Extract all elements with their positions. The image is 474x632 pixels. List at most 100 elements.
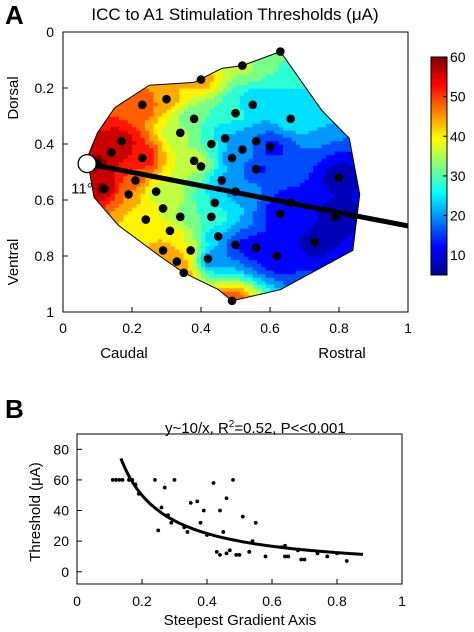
heatmap-cell <box>300 130 306 135</box>
heatmap-cell <box>179 67 185 72</box>
heatmap-cell <box>127 130 133 135</box>
heatmap-cell <box>321 95 327 100</box>
heatmap-cell <box>274 78 280 83</box>
heatmap-cell <box>347 78 353 83</box>
heatmap-cell <box>98 47 103 51</box>
heatmap-cell <box>278 274 284 279</box>
heatmap-cell <box>93 51 99 55</box>
heatmap-cell <box>252 267 258 272</box>
heatmap-cell <box>235 106 241 111</box>
heatmap-cell <box>149 60 155 65</box>
heatmap-cell <box>162 295 168 300</box>
heatmap-cell <box>179 302 184 306</box>
heatmap-cell <box>270 123 275 128</box>
heatmap-cell <box>196 267 202 272</box>
heatmap-cell <box>192 306 197 310</box>
heatmap-cell <box>153 71 159 76</box>
heatmap-cell <box>261 207 267 212</box>
heatmap-cell <box>326 151 331 156</box>
heatmap-cell <box>192 51 198 55</box>
heatmap-cell <box>313 127 319 132</box>
heatmap-cell <box>244 130 250 135</box>
heatmap-cell <box>308 186 314 191</box>
heatmap-cell <box>330 306 335 310</box>
heatmap-cell <box>356 57 360 62</box>
heatmap-cell <box>287 193 293 198</box>
heatmap-cell <box>321 57 327 62</box>
heatmap-cell <box>188 190 193 195</box>
heatmap-cell <box>304 67 310 72</box>
heatmap-cell <box>304 148 310 153</box>
heatmap-cell <box>317 172 323 177</box>
heatmap-cell <box>183 242 189 247</box>
heatmap-cell <box>119 172 124 177</box>
heatmap-cell <box>313 235 319 240</box>
heatmap-cell <box>205 155 211 160</box>
heatmap-cell <box>257 232 262 237</box>
heatmap-cell <box>119 221 124 226</box>
heatmap-cell <box>140 291 146 296</box>
heatmap-cell <box>339 274 344 279</box>
heatmap-cell <box>287 242 293 247</box>
heatmap-cell <box>201 270 206 275</box>
heatmap-cell <box>110 95 116 100</box>
heatmap-cell <box>106 116 112 121</box>
heatmap-cell <box>356 141 360 146</box>
heatmap-cell <box>326 57 331 62</box>
heatmap-cell <box>347 281 353 286</box>
heatmap-cell <box>136 190 142 195</box>
heatmap-cell <box>128 302 133 306</box>
heatmap-cell <box>114 214 120 219</box>
heatmap-cell <box>136 277 142 282</box>
heatmap-cell <box>87 53 90 58</box>
heatmap-cell <box>196 141 202 146</box>
heatmap-cell <box>93 260 99 265</box>
heatmap-cell <box>261 190 267 195</box>
heatmap-cell <box>153 249 159 254</box>
heatmap-cell <box>127 242 133 247</box>
heatmap-cell <box>127 249 133 254</box>
heatmap-cell <box>326 99 331 104</box>
heatmap-cell <box>326 270 331 275</box>
heatmap-cell <box>222 88 228 93</box>
heatmap-cell <box>123 256 129 261</box>
heatmap-cell <box>123 74 129 79</box>
heatmap-cell <box>119 253 124 258</box>
heatmap-cell <box>218 106 224 111</box>
heatmap-cell <box>265 88 271 93</box>
heatmap-cell <box>132 141 137 146</box>
heatmap-cell <box>183 60 189 65</box>
heatmap-cell <box>252 214 258 219</box>
heatmap-cell <box>239 200 245 205</box>
heatmap-cell <box>239 197 245 202</box>
heatmap-cell <box>261 120 267 125</box>
heatmap-cell <box>101 78 107 83</box>
heatmap-cell <box>248 81 254 86</box>
heatmap-cell <box>149 127 155 132</box>
heatmap-cell <box>153 235 159 240</box>
heatmap-cell <box>157 172 163 177</box>
heatmap-cell <box>201 67 206 72</box>
heatmap-cell <box>183 288 189 293</box>
heatmap-cell <box>209 270 215 275</box>
heatmap-cell <box>209 169 215 174</box>
heatmap-cell <box>235 291 241 296</box>
heatmap-cell <box>270 64 275 69</box>
heatmap-cell <box>239 53 245 58</box>
heatmap-cell <box>343 284 349 289</box>
heatmap-cell <box>231 134 237 139</box>
heatmap-cell <box>248 260 254 265</box>
heatmap-cell <box>300 158 306 163</box>
heatmap-cell <box>313 284 319 289</box>
heatmap-cell <box>222 225 228 230</box>
heatmap-cell <box>291 263 297 268</box>
heatmap-cell <box>132 302 137 306</box>
heatmap-cell <box>278 277 284 282</box>
heatmap-cell <box>141 43 146 47</box>
heatmap-cell <box>93 193 99 198</box>
heatmap-cell <box>339 109 344 114</box>
heatmap-cell <box>149 281 155 286</box>
heatmap-cell <box>119 256 124 261</box>
heatmap-cell <box>257 43 262 47</box>
heatmap-cell <box>101 162 107 167</box>
